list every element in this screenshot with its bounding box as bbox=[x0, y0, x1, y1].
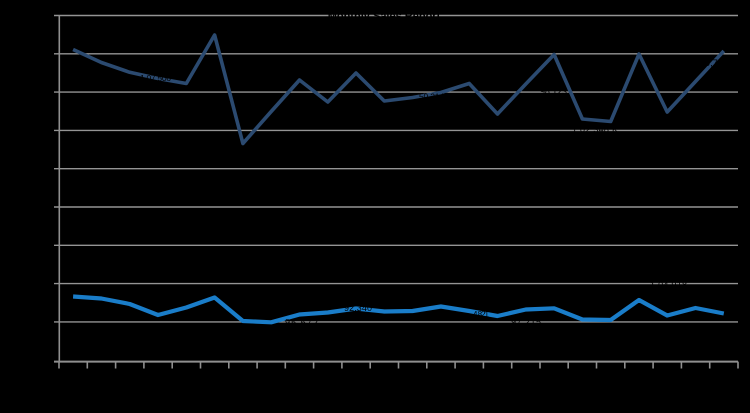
svg-text:Monthly Sales Report: Monthly Sales Report bbox=[328, 11, 441, 23]
svg-text:4,821: 4,821 bbox=[473, 310, 490, 319]
svg-text:1,04,918: 1,04,918 bbox=[650, 280, 687, 290]
svg-text:99,764: 99,764 bbox=[700, 58, 728, 68]
svg-text:50,214: 50,214 bbox=[419, 92, 444, 102]
svg-text:95,672: 95,672 bbox=[285, 318, 318, 328]
svg-text:98,123: 98,123 bbox=[540, 87, 567, 97]
svg-text:1,02,348 K: 1,02,348 K bbox=[572, 125, 618, 135]
svg-text:1,07,506: 1,07,506 bbox=[140, 73, 171, 83]
svg-text:92,340: 92,340 bbox=[344, 303, 372, 313]
svg-text:97,215: 97,215 bbox=[511, 317, 541, 327]
